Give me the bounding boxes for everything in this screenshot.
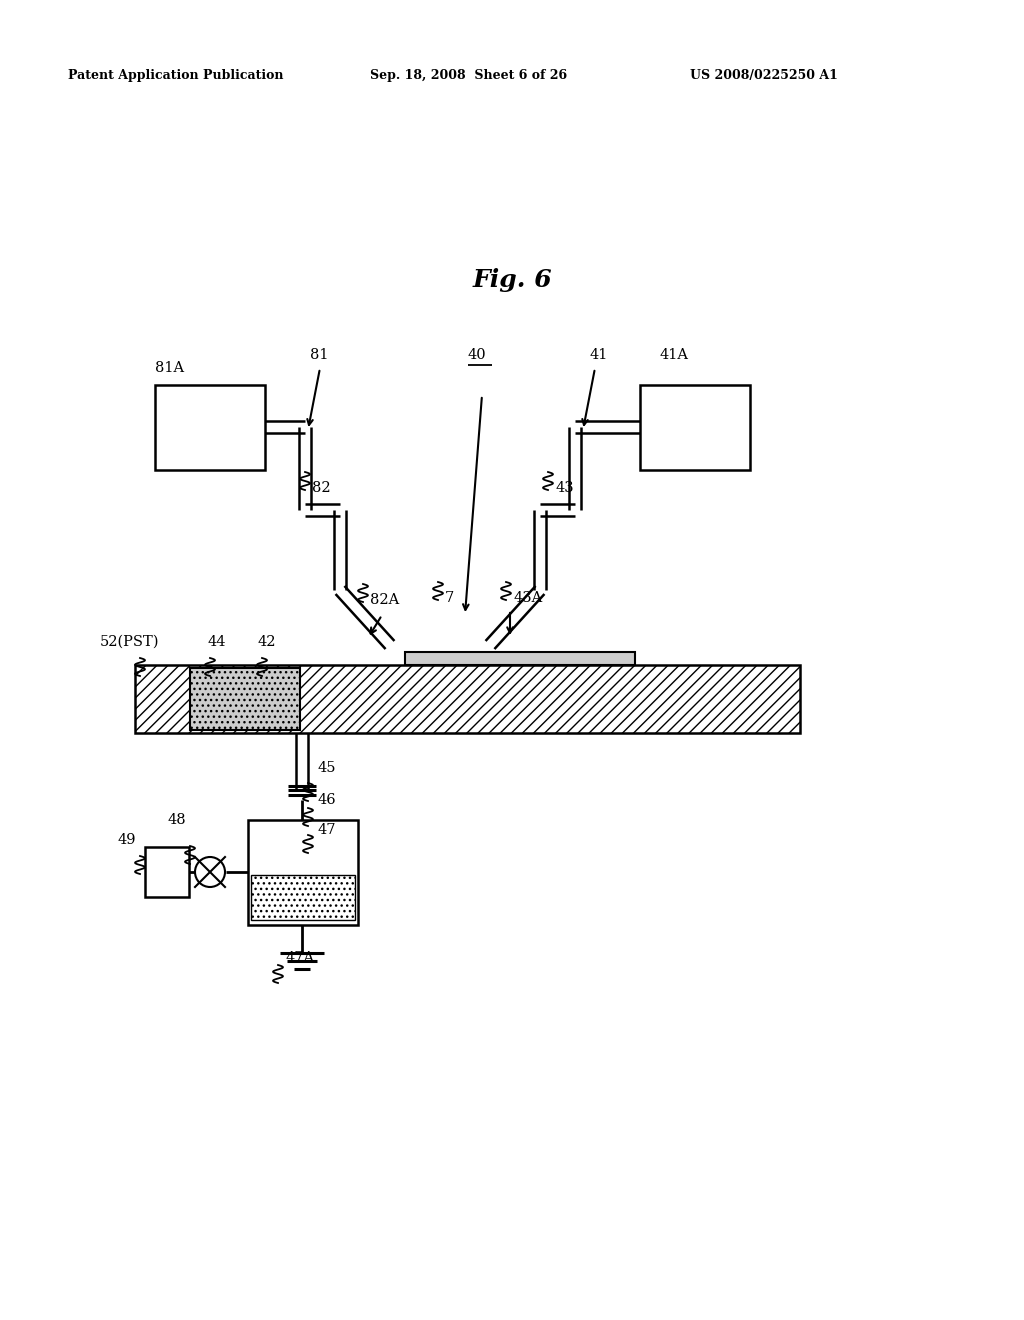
Text: Patent Application Publication: Patent Application Publication [68, 69, 284, 82]
Text: 82: 82 [312, 480, 331, 495]
Text: US 2008/0225250 A1: US 2008/0225250 A1 [690, 69, 838, 82]
Text: 48: 48 [168, 813, 186, 828]
Text: 52(PST): 52(PST) [100, 635, 160, 649]
Text: 42: 42 [258, 635, 276, 649]
Text: 45: 45 [318, 762, 337, 775]
Text: 43: 43 [555, 480, 573, 495]
Text: 49: 49 [118, 833, 136, 847]
Text: 41: 41 [590, 348, 608, 362]
Text: Fig. 6: Fig. 6 [472, 268, 552, 292]
Bar [640, 385, 750, 470]
Text: 47: 47 [318, 822, 337, 837]
Text: 46: 46 [318, 793, 337, 807]
Text: 81: 81 [310, 348, 329, 362]
Text: 82A: 82A [370, 593, 399, 607]
Bar [155, 385, 265, 470]
Bar [135, 665, 800, 733]
Text: 44: 44 [207, 635, 225, 649]
Text: 43A: 43A [513, 591, 543, 605]
Bar [248, 820, 358, 925]
Text: Sep. 18, 2008  Sheet 6 of 26: Sep. 18, 2008 Sheet 6 of 26 [370, 69, 567, 82]
Text: 40: 40 [468, 348, 486, 362]
Text: 7: 7 [445, 591, 455, 605]
Bar [190, 668, 300, 730]
Bar [145, 847, 189, 898]
Text: 81A: 81A [155, 360, 184, 375]
Text: 47A: 47A [285, 950, 314, 965]
Text: 41A: 41A [660, 348, 689, 362]
Bar [251, 875, 355, 920]
Bar [406, 652, 635, 665]
